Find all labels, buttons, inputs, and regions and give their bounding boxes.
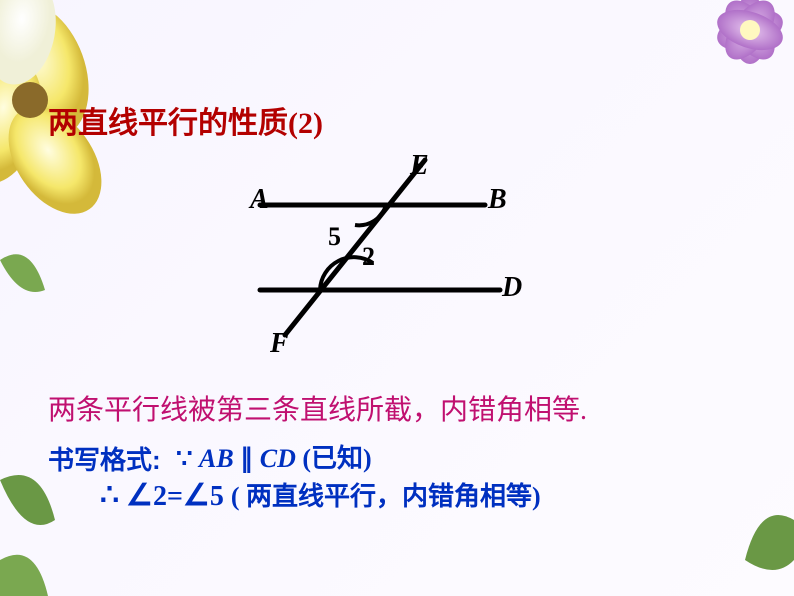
point-e: E <box>410 150 429 182</box>
given-text: (已知) <box>302 444 371 473</box>
ab-text: AB <box>199 444 234 473</box>
format-label: 书写格式: <box>48 440 161 477</box>
geometry-diagram: A B E F D 5 2 <box>240 150 560 350</box>
therefore-symbol: ∴ <box>100 479 119 512</box>
angle-2: 2 <box>362 242 375 272</box>
point-b: B <box>488 184 507 216</box>
format-line-1: ∵ AB ∥ CD (已知) <box>176 438 372 475</box>
because-symbol: ∵ <box>176 444 193 473</box>
eq-5: 5 <box>210 481 224 512</box>
point-f: F <box>270 328 289 360</box>
angle-5: 5 <box>328 222 341 252</box>
reason-text: ( 两直线平行，内错角相等) <box>231 482 541 511</box>
diagram-svg <box>240 150 560 350</box>
angle-arc-5 <box>355 205 386 225</box>
title-text: 两直线平行的性质 <box>48 107 288 140</box>
parallel-symbol: ∥ <box>240 444 253 473</box>
theorem-statement: 两条平行线被第三条直线所截，内错角相等. <box>48 388 587 428</box>
cd-text: CD <box>260 444 296 473</box>
title-suffix: (2) <box>288 107 323 140</box>
angle-symbol-1: ∠ <box>126 479 153 512</box>
eq-2: 2= <box>153 481 183 512</box>
point-a: A <box>250 184 269 216</box>
line-ef <box>285 160 425 335</box>
slide-title: 两直线平行的性质(2) <box>48 98 323 142</box>
point-d: D <box>502 272 522 304</box>
format-line-2: ∴ ∠2=∠5 ( 两直线平行，内错角相等) <box>100 476 541 513</box>
angle-symbol-2: ∠ <box>183 479 210 512</box>
